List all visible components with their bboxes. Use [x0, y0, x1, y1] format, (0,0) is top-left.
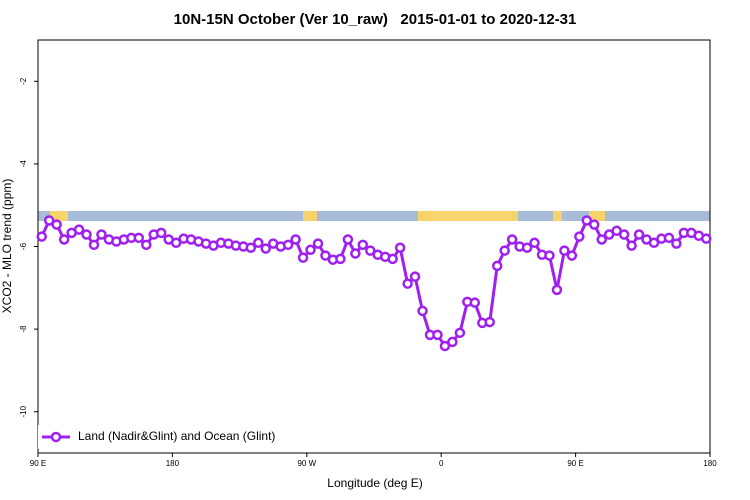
data-point	[432, 329, 443, 341]
data-point	[282, 239, 294, 251]
data-point	[499, 245, 510, 256]
data-point	[394, 242, 406, 253]
data-point	[73, 224, 85, 235]
chart-title: 10N-15N October (Ver 10_raw) 2015-01-01 …	[174, 11, 577, 28]
data-point	[566, 250, 578, 261]
data-point	[589, 219, 600, 230]
data-point	[342, 234, 354, 245]
data-point	[58, 234, 70, 245]
data-point	[618, 229, 630, 240]
data-point	[141, 239, 152, 251]
legend: Land (Nadir&Glint) and Ocean (Glint)	[38, 425, 283, 449]
data-point	[350, 248, 361, 259]
data-point	[290, 234, 301, 245]
y-tick-label: -8	[19, 325, 28, 333]
data-point	[96, 229, 107, 240]
data-point	[88, 239, 100, 251]
data-point	[170, 237, 182, 249]
data-point	[43, 215, 55, 226]
data-point	[245, 242, 257, 253]
data-point	[155, 227, 167, 239]
y-axis-label: XCO2 - MLO trend (ppm)	[0, 179, 14, 314]
y-tick-label: -10	[19, 405, 28, 417]
data-point	[36, 231, 47, 242]
x-tick-label: 90 E	[567, 459, 583, 468]
data-point	[544, 250, 555, 261]
legend-box	[38, 425, 283, 449]
land-patch	[303, 211, 317, 221]
data-point	[469, 297, 481, 308]
x-tick-label: 90 W	[297, 459, 316, 468]
legend-label: Land (Nadir&Glint) and Ocean (Glint)	[78, 429, 275, 443]
data-point	[253, 237, 264, 249]
data-point	[51, 219, 62, 230]
data-point	[491, 260, 503, 272]
data-point	[387, 253, 398, 265]
land-patch	[589, 211, 605, 221]
data-point	[81, 229, 92, 240]
y-tick-label: -6	[19, 242, 28, 250]
data-point	[320, 250, 331, 261]
data-point	[447, 336, 458, 348]
data-point	[529, 237, 540, 249]
data-point	[365, 245, 376, 256]
x-tick-label: 180	[703, 459, 717, 468]
data-point	[439, 340, 451, 352]
data-point	[559, 245, 570, 256]
land-patch	[50, 211, 68, 221]
data-point	[133, 232, 145, 244]
data-point	[626, 240, 637, 251]
data-point	[260, 243, 271, 254]
x-tick-label: 0	[439, 459, 444, 468]
data-point	[701, 233, 712, 244]
data-point	[581, 215, 593, 226]
data-point	[417, 305, 428, 317]
ocean-strip	[38, 211, 710, 221]
data-point	[506, 234, 518, 245]
data-point	[671, 238, 682, 249]
legend-marker	[50, 431, 62, 443]
data-point	[633, 229, 645, 240]
y-tick-label: -2	[19, 77, 28, 85]
x-tick-label: 180	[166, 459, 180, 468]
data-point	[357, 239, 369, 251]
data-point	[574, 231, 585, 242]
land-patch	[553, 211, 562, 221]
data-point	[663, 232, 675, 244]
plot-frame	[37, 39, 711, 454]
data-point	[648, 237, 660, 249]
data-point	[596, 234, 607, 245]
data-point	[312, 238, 324, 249]
data-point	[454, 327, 466, 339]
data-point	[521, 242, 533, 253]
data-point	[335, 253, 346, 265]
data-point	[551, 284, 563, 296]
land-patch	[418, 211, 518, 221]
data-point	[297, 252, 309, 263]
data-point	[484, 316, 495, 328]
data-point	[409, 271, 421, 282]
data-point	[305, 244, 316, 256]
x-tick-label: 90 E	[30, 459, 46, 468]
map-strip	[38, 211, 710, 221]
x-axis-label: Longitude (deg E)	[327, 476, 422, 490]
data-point	[402, 278, 413, 289]
y-tick-label: -4	[19, 160, 28, 168]
